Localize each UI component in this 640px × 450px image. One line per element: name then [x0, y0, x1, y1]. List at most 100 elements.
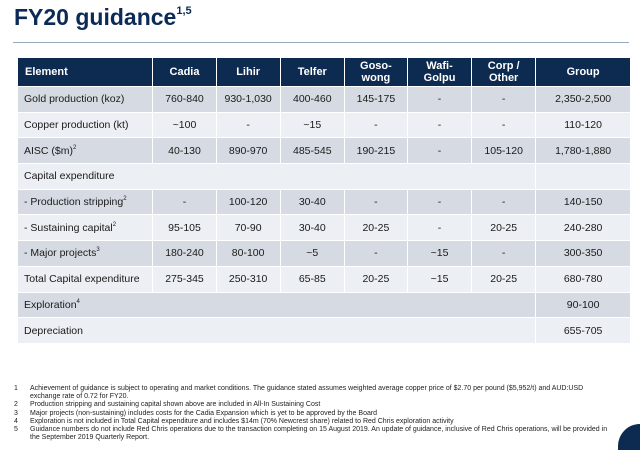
table-cell: 1,780-1,880	[536, 138, 630, 164]
table-cell: 250-310	[216, 266, 280, 292]
column-header-line: Element	[25, 66, 68, 78]
corner-decoration	[618, 424, 640, 450]
row-label-text: - Sustaining capital	[24, 221, 113, 234]
column-header-line: Other	[489, 72, 519, 84]
table-cell: 180-240	[153, 241, 216, 266]
footnote-item: 4 Exploration is not included in Total Ca…	[14, 418, 614, 426]
row-label-text: AISC ($m)	[24, 144, 74, 157]
table-cell: 20-25	[472, 215, 536, 241]
table-cell: -	[472, 241, 536, 266]
footnote-item: 5 Guidance numbers do not include Red Chr…	[14, 426, 614, 442]
table-row: - Major projects3 180-240 80-100 ~5- ~15-300…	[18, 241, 630, 266]
table-cell	[536, 164, 630, 189]
table-cell: ~15	[407, 266, 472, 292]
row-label-text: Gold production (koz)	[24, 93, 125, 106]
table-cell: 20-25	[344, 215, 407, 241]
footnote-ref: 3	[96, 247, 100, 254]
column-header-line: Telfer	[297, 66, 327, 78]
table-cell: -	[472, 87, 536, 112]
column-header-line: Wafi-	[426, 60, 453, 72]
footnote-number: 4	[14, 417, 18, 425]
row-label: AISC ($m)2	[18, 138, 153, 164]
footnote-ref: 4	[76, 298, 80, 305]
table-cell: 485-545	[280, 138, 344, 164]
table-cell: -	[472, 112, 536, 138]
column-header: Goso-wong	[344, 58, 407, 86]
table-row: Total Capital expenditure 275-345 250-310 6…	[18, 266, 630, 292]
table-cell: 300-350	[536, 241, 630, 266]
row-label: Depreciation	[18, 318, 536, 343]
footnotes: 1 Achievement of guidance is subject to o…	[14, 385, 614, 442]
table-row: Exploration4 90-100	[18, 292, 630, 318]
footnote-item: 1 Achievement of guidance is subject to o…	[14, 385, 614, 401]
table-cell: 890-970	[216, 138, 280, 164]
table-cell: ~15	[280, 112, 344, 138]
table-cell: 20-25	[344, 266, 407, 292]
row-label-text: Depreciation	[24, 324, 83, 337]
footnote-text: Guidance numbers do not include Red Chri…	[30, 426, 608, 442]
row-label: - Production stripping2	[18, 189, 153, 215]
table-cell: -	[407, 138, 472, 164]
row-label-text: Exploration	[24, 298, 77, 311]
row-label-text: - Major projects	[24, 247, 97, 260]
table-cell: 2,350-2,500	[536, 87, 630, 112]
column-header-line: Lihir	[236, 66, 261, 78]
row-label: Exploration4	[18, 292, 536, 318]
table-cell: 95-105	[153, 215, 216, 241]
table-cell: 70-90	[216, 215, 280, 241]
table-cell: 240-280	[536, 215, 630, 241]
table-cell: -	[407, 112, 472, 138]
footnote-item: 2 Production stripping and sustaining cap…	[14, 401, 614, 409]
column-header-line: Group	[566, 66, 600, 78]
table-row: - Sustaining capital2 95-105 70-90 30-40 20-…	[18, 215, 630, 241]
table-cell: ~5	[280, 241, 344, 266]
guidance-table: Element Cadia Lihir Telfer Goso-wong Wafi- Gol…	[17, 57, 631, 344]
page-title: FY20 guidance1,5	[14, 4, 192, 31]
table-cell: -	[344, 189, 407, 215]
table-cell: 105-120	[472, 138, 536, 164]
table-cell: 90-100	[536, 292, 630, 318]
page-title-footnote-ref: 1,5	[176, 5, 192, 18]
row-label: Capital expenditure	[18, 164, 536, 189]
table-row: AISC ($m)2 40-130 890-970 485-545 190-215-10…	[18, 138, 630, 164]
footnote-number: 2	[14, 401, 18, 409]
row-label-text: Copper production (kt)	[24, 119, 129, 132]
column-header: Group	[536, 58, 630, 86]
table-cell: -	[344, 241, 407, 266]
table-cell: 930-1,030	[216, 87, 280, 112]
column-header: Telfer	[280, 58, 344, 86]
column-header: Wafi- Golpu	[407, 58, 472, 86]
table-cell: -	[472, 189, 536, 215]
table-body: Gold production (koz) 760-840 930-1,030 400…	[18, 87, 630, 343]
table-row: Gold production (koz) 760-840 930-1,030 400…	[18, 87, 630, 112]
table-cell: 275-345	[153, 266, 216, 292]
table-cell: ~15	[407, 241, 472, 266]
table-cell: -	[216, 112, 280, 138]
table-cell: 30-40	[280, 215, 344, 241]
footnote-text: Production stripping and sustaining capi…	[30, 401, 321, 409]
footnote-text: Major projects (non-sustaining) includes…	[30, 409, 378, 417]
footnote-text: Achievement of guidance is subject to op…	[30, 385, 584, 401]
table-row: Copper production (kt) ~100- ~15- - -110-120	[18, 112, 630, 138]
table-cell: 20-25	[472, 266, 536, 292]
column-header: Corp / Other	[472, 58, 536, 86]
table-header-row: Element Cadia Lihir Telfer Goso-wong Wafi- Gol…	[18, 58, 630, 86]
column-header: Cadia	[153, 58, 216, 86]
footnote-text: Exploration is not included in Total Cap…	[30, 417, 454, 425]
table-cell: -	[153, 189, 216, 215]
title-divider	[13, 42, 629, 43]
table-row: - Production stripping2-100-120 30-40- - -1…	[18, 189, 630, 215]
table-cell: 140-150	[536, 189, 630, 215]
footnote-number: 5	[14, 426, 18, 434]
table-row: Depreciation 655-705	[18, 318, 630, 343]
column-header: Lihir	[216, 58, 280, 86]
table-cell: 110-120	[536, 112, 630, 138]
row-label: - Major projects3	[18, 241, 153, 266]
column-header-line: wong	[361, 72, 391, 84]
table-cell: ~100	[153, 112, 216, 138]
footnote-ref: 2	[123, 196, 127, 203]
row-label-text: Total Capital expenditure	[24, 273, 140, 286]
table-row: Capital expenditure	[18, 164, 630, 189]
table-cell: 30-40	[280, 189, 344, 215]
table-cell: 40-130	[153, 138, 216, 164]
